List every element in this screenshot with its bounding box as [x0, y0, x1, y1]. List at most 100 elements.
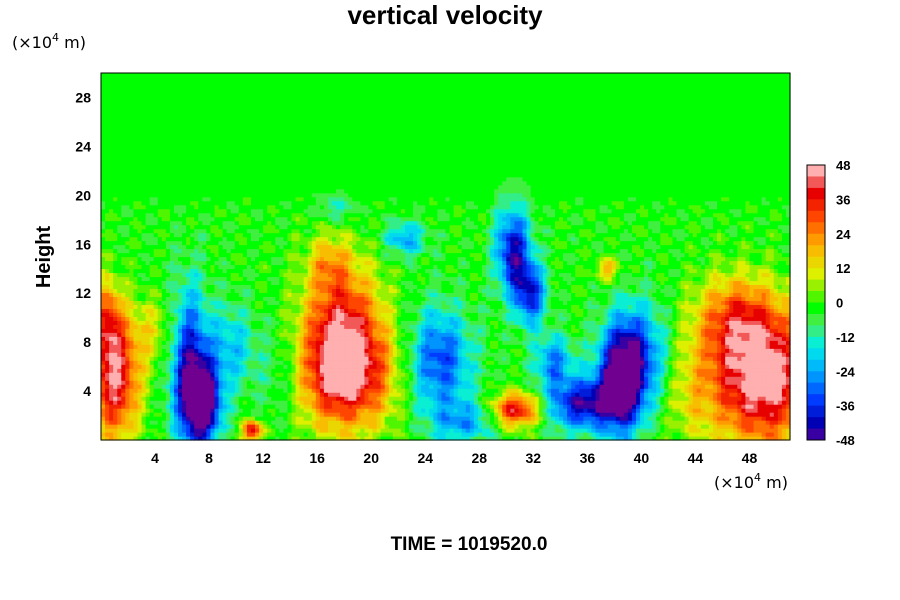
heatmap-cell	[141, 392, 147, 397]
heatmap-cell	[340, 408, 345, 413]
heatmap-cell	[700, 384, 706, 389]
heatmap-cell	[737, 424, 742, 429]
heatmap-cell	[538, 376, 544, 381]
heatmap-cell	[627, 372, 633, 377]
heatmap-cell	[587, 324, 592, 329]
heatmap-cell	[644, 360, 649, 365]
heatmap-cell	[242, 424, 248, 429]
heatmap-cell	[388, 336, 394, 341]
heatmap-cell	[749, 392, 755, 397]
heatmap-cell	[481, 408, 487, 413]
heatmap-cell	[494, 416, 499, 421]
heatmap-cell	[453, 348, 459, 353]
heatmap-cell	[700, 392, 706, 397]
heatmap-cell	[676, 340, 682, 345]
heatmap-cell	[753, 360, 759, 365]
heatmap-cell	[518, 332, 524, 337]
heatmap-cell	[336, 428, 341, 433]
heatmap-cell	[546, 376, 552, 381]
heatmap-cell	[275, 340, 280, 345]
heatmap-cell	[510, 416, 515, 421]
heatmap-cell	[437, 400, 443, 405]
heatmap-cell	[404, 416, 410, 421]
heatmap-cell	[307, 372, 313, 377]
heatmap-cell	[242, 356, 248, 361]
heatmap-cell	[117, 348, 122, 353]
heatmap-cell	[129, 432, 135, 437]
heatmap-cell	[607, 360, 613, 365]
heatmap-cell	[113, 416, 118, 421]
heatmap-cell	[656, 360, 661, 365]
heatmap-cell	[627, 356, 633, 361]
heatmap-cell	[178, 428, 183, 433]
heatmap-cell	[741, 340, 747, 345]
heatmap-cell	[761, 324, 767, 329]
heatmap-cell	[461, 404, 467, 409]
heatmap-cell	[332, 320, 337, 325]
heatmap-cell	[490, 380, 495, 385]
heatmap-cell	[660, 332, 665, 337]
heatmap-cell	[234, 408, 240, 413]
heatmap-cell	[453, 340, 459, 345]
heatmap-cell	[145, 348, 151, 353]
heatmap-cell	[587, 384, 592, 389]
heatmap-cell	[558, 352, 564, 357]
heatmap-cell	[409, 432, 414, 437]
heatmap-cell	[567, 364, 572, 369]
heatmap-cell	[246, 352, 252, 357]
heatmap-cell	[271, 324, 276, 329]
heatmap-cell	[303, 432, 309, 437]
heatmap-cell	[263, 408, 268, 413]
heatmap-cell	[323, 376, 329, 381]
heatmap-cell	[396, 332, 402, 337]
heatmap-cell	[546, 428, 552, 433]
heatmap-cell	[404, 408, 410, 413]
heatmap-cell	[769, 360, 775, 365]
heatmap-cell	[765, 324, 771, 329]
heatmap-cell	[603, 400, 609, 405]
heatmap-cell	[461, 388, 467, 393]
heatmap-cell	[157, 320, 163, 325]
heatmap-cell	[664, 324, 670, 329]
heatmap-cell	[777, 356, 783, 361]
heatmap-cell	[733, 348, 738, 353]
heatmap-cell	[246, 336, 252, 341]
heatmap-cell	[133, 428, 139, 433]
heatmap-cell	[477, 436, 483, 441]
heatmap-cell	[733, 384, 738, 389]
heatmap-cell	[356, 436, 361, 441]
heatmap-cell	[287, 364, 293, 369]
heatmap-cell	[717, 412, 722, 417]
heatmap-cell	[153, 392, 159, 397]
heatmap-cell	[392, 336, 398, 341]
heatmap-cell	[230, 356, 236, 361]
heatmap-cell	[546, 392, 552, 397]
heatmap-cell	[656, 436, 661, 441]
heatmap-cell	[327, 352, 333, 357]
heatmap-cell	[506, 400, 511, 405]
heatmap-cell	[558, 384, 564, 389]
heatmap-cell	[121, 432, 126, 437]
heatmap-cell	[717, 352, 722, 357]
heatmap-cell	[777, 392, 783, 397]
heatmap-cell	[769, 408, 775, 413]
heatmap-cell	[652, 332, 657, 337]
heatmap-cell	[279, 380, 284, 385]
heatmap-cell	[514, 420, 520, 425]
heatmap-cell	[571, 356, 576, 361]
heatmap-cell	[765, 328, 771, 333]
heatmap-cell	[757, 324, 763, 329]
heatmap-cell	[733, 376, 738, 381]
heatmap-cell	[287, 432, 293, 437]
heatmap-cell	[465, 344, 471, 349]
heatmap-cell	[546, 416, 552, 421]
heatmap-cell	[619, 400, 625, 405]
heatmap-cell	[749, 408, 755, 413]
heatmap-cell	[117, 420, 122, 425]
heatmap-cell	[109, 420, 114, 425]
heatmap-cell	[315, 412, 321, 417]
heatmap-cell	[595, 416, 601, 421]
heatmap-cell	[315, 432, 321, 437]
heatmap-cell	[429, 388, 434, 393]
heatmap-cell	[226, 384, 232, 389]
